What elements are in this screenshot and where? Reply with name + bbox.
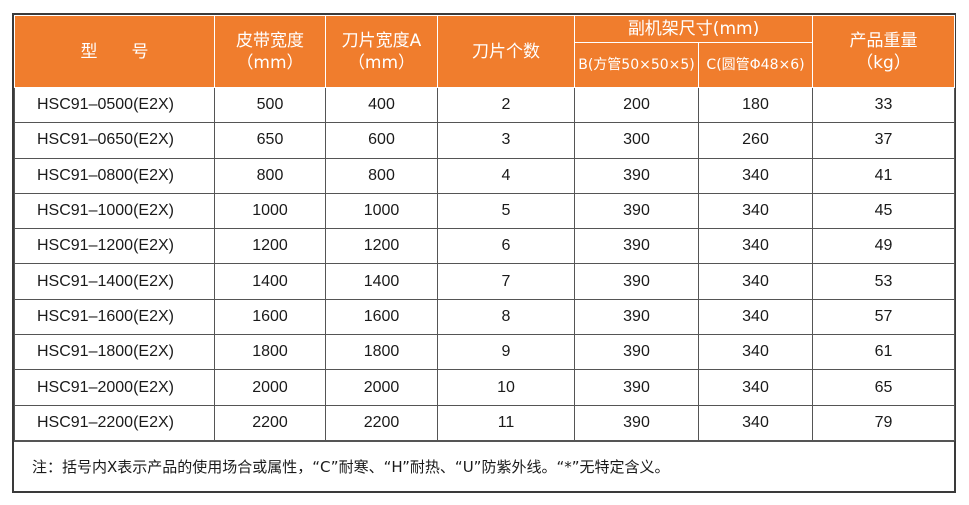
header-blade-width-title: 刀片宽度A	[341, 30, 422, 51]
belt-width-cell: 1000	[214, 192, 326, 230]
table-row: HSC91–1800(E2X) 1800 1800 9 390 340 61	[14, 334, 956, 371]
header-weight: 产品重量 （kg）	[812, 15, 956, 88]
frame-b-cell: 300	[574, 122, 699, 159]
blade-count-cell: 10	[437, 369, 575, 406]
header-belt-width-title: 皮带宽度	[236, 30, 304, 51]
blade-count-cell: 11	[437, 404, 575, 441]
header-frame-b: B(方管50×50×5)	[574, 42, 699, 88]
table-row: HSC91–2000(E2X) 2000 2000 10 390 340 65	[14, 369, 956, 406]
model-cell: HSC91–1800(E2X)	[14, 334, 215, 371]
table-row: HSC91–0650(E2X) 650 600 3 300 260 37	[14, 122, 956, 159]
belt-width-cell: 1200	[214, 228, 326, 265]
belt-width-cell: 650	[214, 122, 326, 159]
table-row: HSC91–1000(E2X) 1000 1000 5 390 340 45	[14, 192, 956, 230]
weight-cell: 57	[812, 298, 956, 336]
model-cell: HSC91–2000(E2X)	[14, 369, 215, 406]
blade-width-cell: 1000	[325, 192, 438, 230]
header-frame-size: 副机架尺寸(mm)	[573, 15, 814, 43]
table-row: HSC91–2200(E2X) 2200 2200 11 390 340 79	[14, 404, 956, 441]
blade-count-cell: 4	[437, 157, 575, 194]
belt-width-cell: 2200	[214, 404, 326, 441]
blade-count-cell: 7	[437, 263, 575, 300]
blade-width-cell: 800	[325, 157, 438, 194]
model-cell: HSC91–2200(E2X)	[14, 404, 215, 441]
blade-width-cell: 1200	[325, 228, 438, 265]
frame-c-cell: 340	[697, 157, 814, 194]
frame-b-cell: 390	[574, 157, 699, 194]
model-cell: HSC91–1200(E2X)	[14, 228, 215, 265]
model-cell: HSC91–0500(E2X)	[14, 86, 215, 124]
frame-b-cell: 390	[574, 298, 699, 336]
table-note: 注：括号内X表示产品的使用场合或属性，“C”耐寒、“H”耐热、“U”防紫外线。“…	[14, 440, 954, 492]
belt-width-cell: 800	[214, 157, 326, 194]
frame-b-cell: 390	[574, 404, 699, 441]
table-row: HSC91–1600(E2X) 1600 1600 8 390 340 57	[14, 298, 956, 336]
blade-width-cell: 600	[325, 122, 438, 159]
model-cell: HSC91–0650(E2X)	[14, 122, 215, 159]
frame-c-cell: 180	[697, 86, 814, 124]
spec-table-container: 型 号 皮带宽度 （mm） 刀片宽度A （mm） 刀片个数 副机架尺寸(mm) …	[12, 13, 956, 493]
frame-c-cell: 340	[697, 192, 814, 230]
header-belt-width: 皮带宽度 （mm）	[214, 15, 326, 88]
frame-c-cell: 340	[697, 404, 814, 441]
weight-cell: 65	[812, 369, 956, 406]
frame-c-cell: 340	[697, 263, 814, 300]
header-model: 型 号	[14, 15, 215, 88]
model-cell: HSC91–1600(E2X)	[14, 298, 215, 336]
header-blade-count: 刀片个数	[437, 15, 575, 88]
blade-count-cell: 2	[437, 86, 575, 124]
belt-width-cell: 1400	[214, 263, 326, 300]
blade-count-cell: 6	[437, 228, 575, 265]
blade-width-cell: 2200	[325, 404, 438, 441]
blade-width-cell: 1800	[325, 334, 438, 371]
blade-width-cell: 1400	[325, 263, 438, 300]
header-weight-unit: （kg）	[856, 52, 911, 73]
blade-count-cell: 9	[437, 334, 575, 371]
weight-cell: 45	[812, 192, 956, 230]
blade-count-cell: 3	[437, 122, 575, 159]
model-cell: HSC91–1000(E2X)	[14, 192, 215, 230]
header-weight-title: 产品重量	[849, 30, 918, 51]
header-frame-c: C(圆管Φ48×6)	[697, 42, 814, 88]
frame-c-cell: 340	[697, 298, 814, 336]
table-row: HSC91–0500(E2X) 500 400 2 200 180 33	[14, 86, 956, 124]
weight-cell: 37	[812, 122, 956, 159]
table-row: HSC91–1400(E2X) 1400 1400 7 390 340 53	[14, 263, 956, 300]
frame-b-cell: 390	[574, 334, 699, 371]
blade-width-cell: 400	[325, 86, 438, 124]
belt-width-cell: 1600	[214, 298, 326, 336]
frame-c-cell: 340	[697, 369, 814, 406]
table-body: HSC91–0500(E2X) 500 400 2 200 180 33 HSC91–0650…	[14, 86, 956, 441]
weight-cell: 79	[812, 404, 956, 441]
frame-b-cell: 390	[574, 369, 699, 406]
weight-cell: 53	[812, 263, 956, 300]
weight-cell: 61	[812, 334, 956, 371]
table-row: HSC91–1200(E2X) 1200 1200 6 390 340 49	[14, 228, 956, 265]
frame-b-cell: 200	[574, 86, 699, 124]
spec-table: 型 号 皮带宽度 （mm） 刀片宽度A （mm） 刀片个数 副机架尺寸(mm) …	[14, 15, 956, 441]
header-blade-width: 刀片宽度A （mm）	[325, 15, 438, 88]
belt-width-cell: 500	[214, 86, 326, 124]
frame-b-cell: 390	[574, 228, 699, 265]
frame-c-cell: 340	[697, 228, 814, 265]
blade-width-cell: 2000	[325, 369, 438, 406]
header-belt-width-unit: （mm）	[236, 52, 304, 73]
weight-cell: 41	[812, 157, 956, 194]
frame-b-cell: 390	[574, 192, 699, 230]
header-blade-width-unit: （mm）	[347, 52, 416, 73]
table-row: HSC91–0800(E2X) 800 800 4 390 340 41	[14, 157, 956, 194]
model-cell: HSC91–1400(E2X)	[14, 263, 215, 300]
frame-b-cell: 390	[574, 263, 699, 300]
belt-width-cell: 2000	[214, 369, 326, 406]
model-cell: HSC91–0800(E2X)	[14, 157, 215, 194]
blade-count-cell: 5	[437, 192, 575, 230]
frame-c-cell: 340	[697, 334, 814, 371]
belt-width-cell: 1800	[214, 334, 326, 371]
blade-count-cell: 8	[437, 298, 575, 336]
weight-cell: 33	[812, 86, 956, 124]
frame-c-cell: 260	[697, 122, 814, 159]
weight-cell: 49	[812, 228, 956, 265]
blade-width-cell: 1600	[325, 298, 438, 336]
